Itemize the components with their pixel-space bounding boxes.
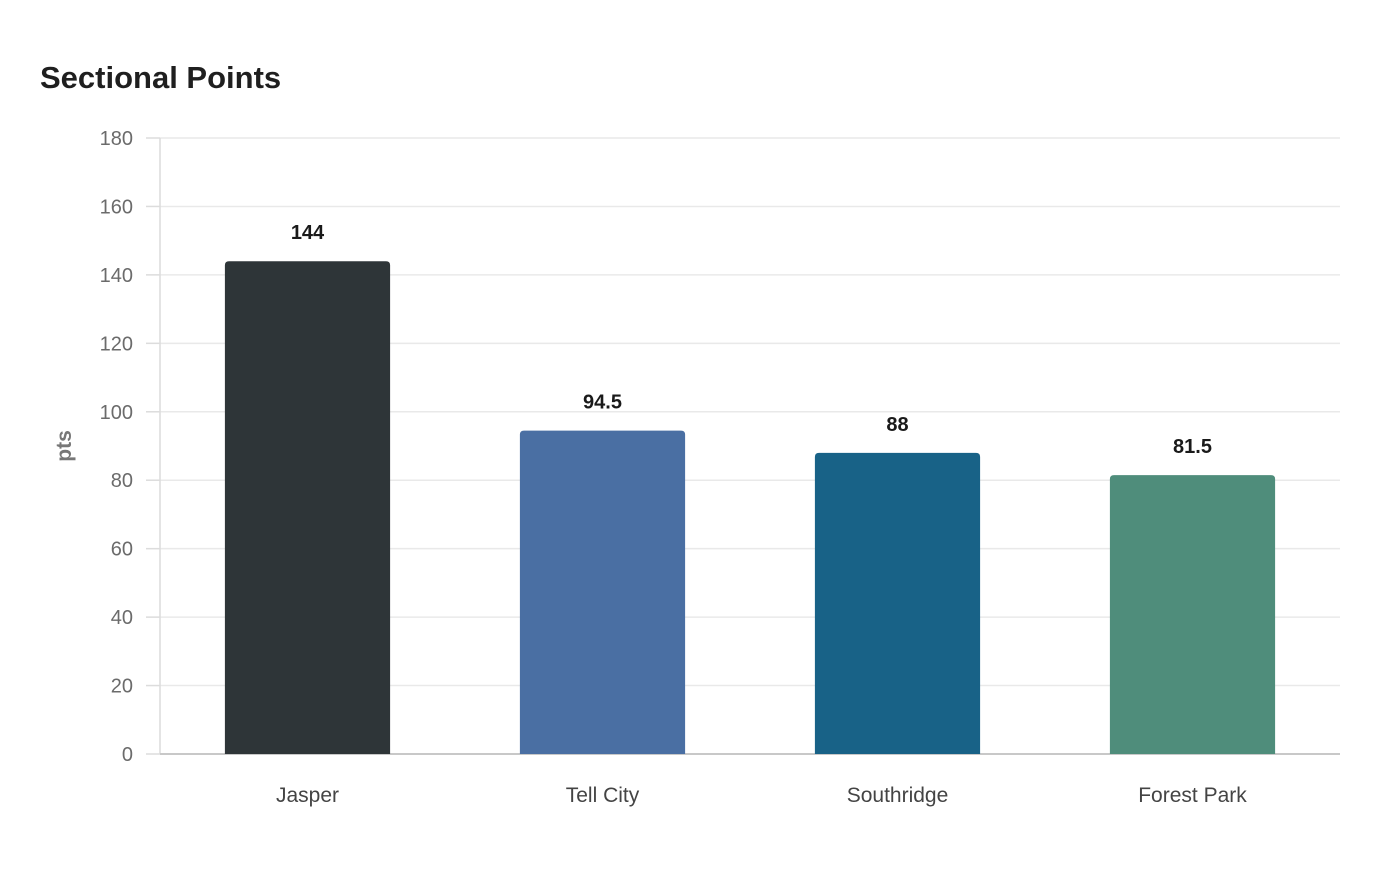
y-tick-label: 40 (111, 607, 133, 629)
x-tick-label: Jasper (276, 784, 339, 807)
y-axis-title: pts (53, 430, 76, 462)
labels: 0 20 40 60 80 100 120 140 160 180 144 Jasper 94.5 Tel… (100, 128, 1248, 807)
x-tick-label: Forest Park (1138, 784, 1247, 807)
data-label: 144 (291, 222, 325, 244)
y-tick-label: 100 (100, 402, 133, 424)
x-tick-label: Tell City (566, 784, 640, 807)
y-tick-label: 20 (111, 676, 133, 698)
y-tick-label: 80 (111, 470, 133, 492)
bar-forest-park (1109, 475, 1276, 754)
data-label: 94.5 (583, 392, 622, 414)
data-label: 88 (886, 414, 908, 436)
y-tick-label: 60 (111, 539, 133, 561)
y-tick-label: 120 (100, 333, 133, 355)
y-tick-label: 160 (100, 196, 133, 218)
data-label: 81.5 (1173, 436, 1212, 458)
y-tick-label: 180 (100, 128, 133, 150)
y-tick-label: 0 (122, 744, 133, 766)
bar-tell-city (519, 430, 686, 754)
x-tick-label: Southridge (847, 784, 949, 807)
bars (224, 261, 1276, 754)
chart-title: Sectional Points (40, 60, 282, 95)
bar-southridge (814, 452, 981, 754)
y-tick-label: 140 (100, 265, 133, 287)
bar-jasper (224, 261, 391, 754)
